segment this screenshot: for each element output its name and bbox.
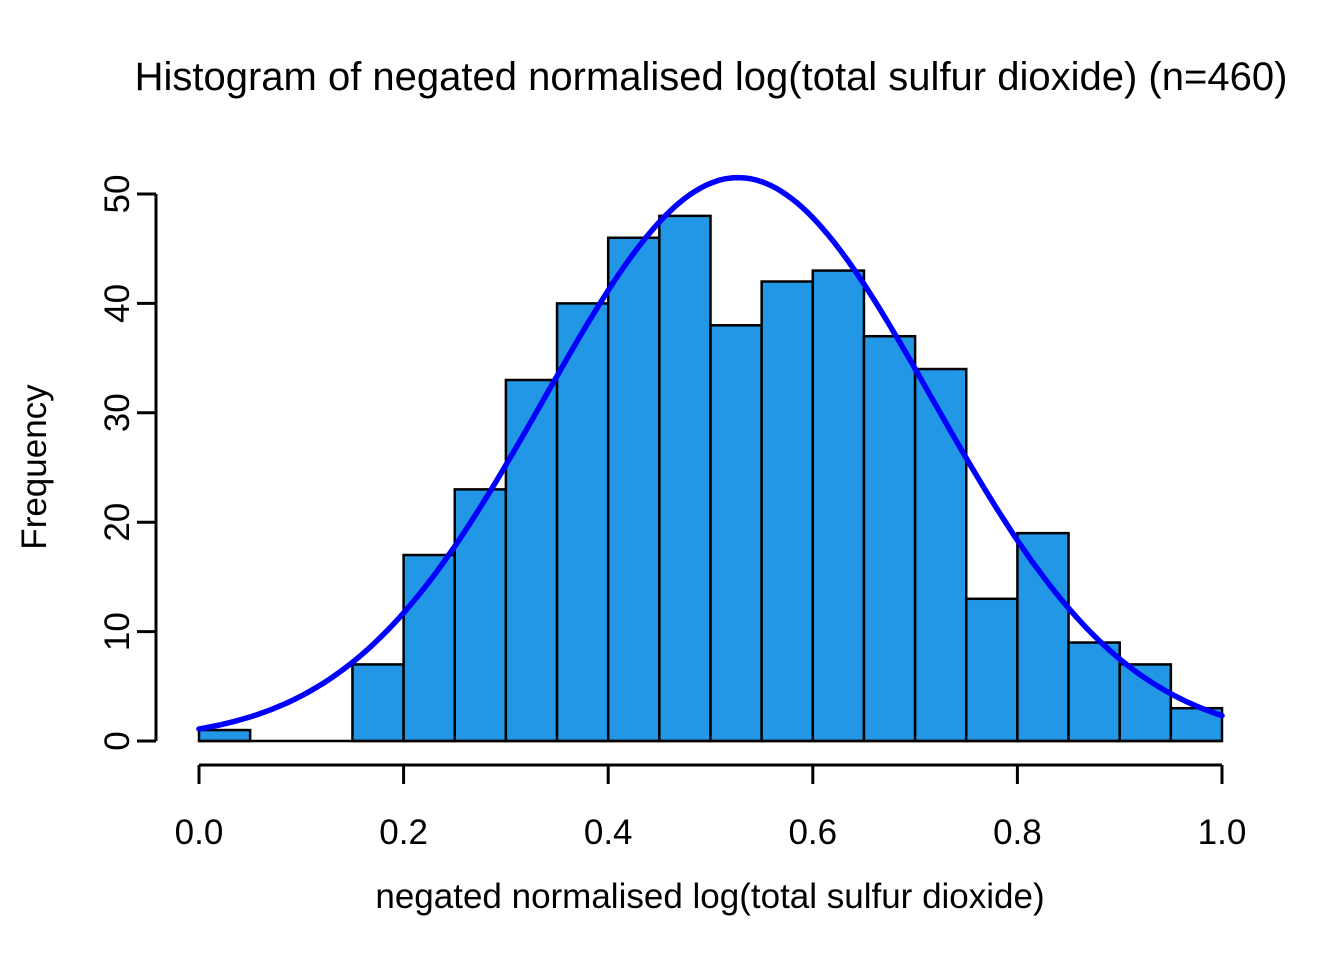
histogram-bar bbox=[1067, 641, 1121, 743]
y-tick-label: 10 bbox=[98, 612, 137, 651]
histogram-bar bbox=[760, 280, 815, 743]
y-axis-label: Frequency bbox=[15, 384, 54, 550]
normal-curve-overlay bbox=[196, 174, 1225, 732]
y-tick-label: 30 bbox=[98, 393, 137, 432]
histogram-bar bbox=[811, 269, 866, 743]
x-tick-label: 0.8 bbox=[993, 813, 1042, 852]
y-tick-label: 0 bbox=[98, 731, 137, 750]
histogram-bar bbox=[555, 302, 610, 743]
x-tick-label: 1.0 bbox=[1198, 813, 1247, 852]
histogram-bar bbox=[1016, 531, 1070, 743]
x-tick-label: 0.4 bbox=[584, 813, 633, 852]
x-tick-label: 0.0 bbox=[175, 813, 224, 852]
histogram-bar bbox=[504, 378, 559, 743]
x-axis: 0.0 0.2 0.4 0.6 0.8 1.0 bbox=[175, 763, 1247, 852]
histogram-bar bbox=[351, 663, 405, 743]
histogram-bar bbox=[913, 367, 968, 743]
y-tick-label: 20 bbox=[98, 503, 137, 542]
normal-curve bbox=[196, 174, 1225, 732]
histogram-bar bbox=[709, 324, 763, 743]
histogram-bar bbox=[453, 488, 508, 743]
histogram-bar bbox=[606, 236, 661, 743]
histogram-bar bbox=[197, 728, 252, 743]
x-tick-label: 0.6 bbox=[788, 813, 837, 852]
histogram-bar bbox=[862, 334, 917, 743]
x-axis-label: negated normalised log(total sulfur diox… bbox=[375, 877, 1044, 916]
y-axis: 0 10 20 30 40 50 bbox=[98, 175, 158, 751]
histogram-bars bbox=[197, 214, 1224, 743]
y-tick-label: 50 bbox=[98, 175, 137, 214]
histogram-bar bbox=[965, 597, 1019, 743]
y-tick-label: 40 bbox=[98, 284, 137, 323]
histogram-bar bbox=[658, 214, 712, 743]
x-tick-label: 0.2 bbox=[379, 813, 428, 852]
chart-title: Histogram of negated normalised log(tota… bbox=[135, 55, 1288, 99]
